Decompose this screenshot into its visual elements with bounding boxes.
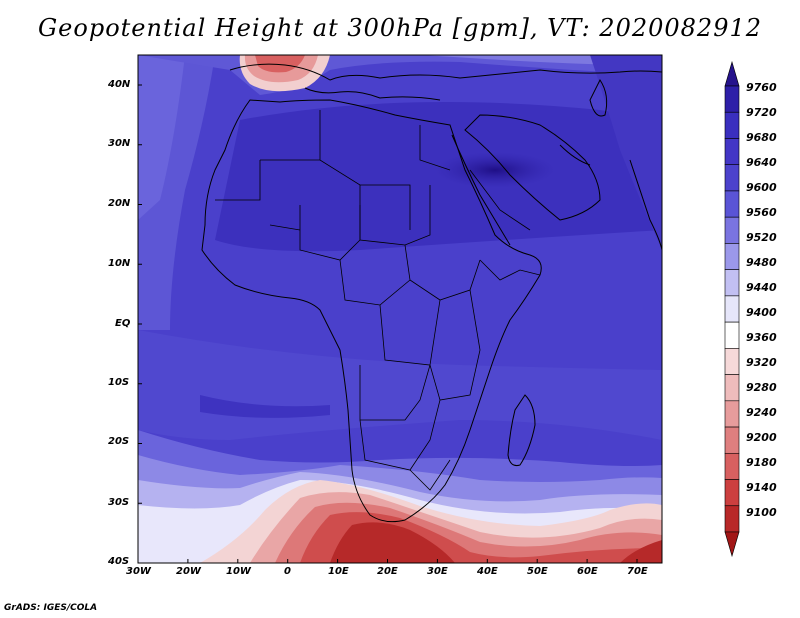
- lat-label-10n: 10N: [108, 258, 131, 269]
- colorbar-segment: [724, 321, 740, 349]
- colorbar-segment: [724, 216, 740, 244]
- lon-label-60e: 60E: [577, 566, 598, 577]
- colorbar-segment: [724, 111, 740, 139]
- lon-label-10w: 10W: [226, 566, 251, 577]
- colorbar-label: 9760: [746, 81, 777, 94]
- lat-label-30s: 30S: [108, 497, 130, 508]
- chart-title: Geopotential Height at 300hPa [gpm], VT:…: [38, 14, 762, 42]
- colorbar-segment: [724, 138, 740, 166]
- lat-label-20s: 20S: [108, 436, 130, 447]
- lat-label-20n: 20N: [108, 198, 131, 209]
- geopotential-field: [138, 55, 662, 563]
- colorbar-cap-bottom: [724, 531, 740, 558]
- country-borders: [215, 110, 541, 491]
- lat-label-40s: 40S: [108, 556, 130, 567]
- colorbar: [724, 60, 740, 558]
- colorbar-label: 9600: [746, 181, 777, 194]
- axis-ticks: [137, 84, 638, 564]
- colorbar-label: 9360: [746, 331, 777, 344]
- lon-label-30e: 30E: [427, 566, 448, 577]
- colorbar-segment: [724, 190, 740, 218]
- colorbar-segment: [724, 295, 740, 323]
- colorbar-label: 9640: [746, 156, 777, 169]
- colorbar-label: 9480: [746, 256, 777, 269]
- colorbar-label: 9240: [746, 406, 777, 419]
- lon-label-30w: 30W: [126, 566, 151, 577]
- colorbar-segment: [724, 164, 740, 192]
- lon-label-20w: 20W: [176, 566, 201, 577]
- lat-label-eq: EQ: [115, 318, 131, 329]
- colorbar-segment: [724, 452, 740, 480]
- lon-label-40e: 40E: [477, 566, 498, 577]
- map-frame: [137, 54, 663, 564]
- colorbar-segment: [724, 374, 740, 402]
- lat-label-30n: 30N: [108, 138, 131, 149]
- colorbar-label: 9140: [746, 481, 777, 494]
- lon-label-70e: 70E: [627, 566, 648, 577]
- colorbar-segment: [724, 479, 740, 507]
- colorbar-label: 9400: [746, 306, 777, 319]
- lon-label-50e: 50E: [527, 566, 548, 577]
- colorbar-label: 9180: [746, 456, 777, 469]
- colorbar-label: 9100: [746, 506, 777, 519]
- colorbar-label: 9520: [746, 231, 777, 244]
- footer-credit: GrADS: IGES/COLA: [4, 603, 98, 613]
- lat-label-10s: 10S: [108, 377, 130, 388]
- colorbar-label: 9680: [746, 131, 777, 144]
- colorbar-label: 9560: [746, 206, 777, 219]
- lon-label-10e: 10E: [328, 566, 349, 577]
- colorbar-segment: [724, 243, 740, 270]
- colorbar-label: 9200: [746, 431, 777, 444]
- colorbar-label: 9280: [746, 381, 777, 394]
- colorbar-segment: [724, 85, 740, 113]
- colorbar-segment: [724, 348, 740, 375]
- colorbar-segment: [724, 269, 740, 297]
- lat-label-40n: 40N: [108, 79, 131, 90]
- lon-label-20e: 20E: [377, 566, 398, 577]
- colorbar-label: 9440: [746, 281, 777, 294]
- colorbar-segment: [724, 505, 740, 533]
- coastlines: [201, 63, 662, 523]
- lon-label-0: 0: [284, 566, 291, 577]
- colorbar-label: 9720: [746, 106, 777, 119]
- colorbar-segment: [724, 426, 740, 454]
- colorbar-cap-top: [724, 60, 740, 87]
- colorbar-segment: [724, 400, 740, 428]
- colorbar-label: 9320: [746, 356, 777, 369]
